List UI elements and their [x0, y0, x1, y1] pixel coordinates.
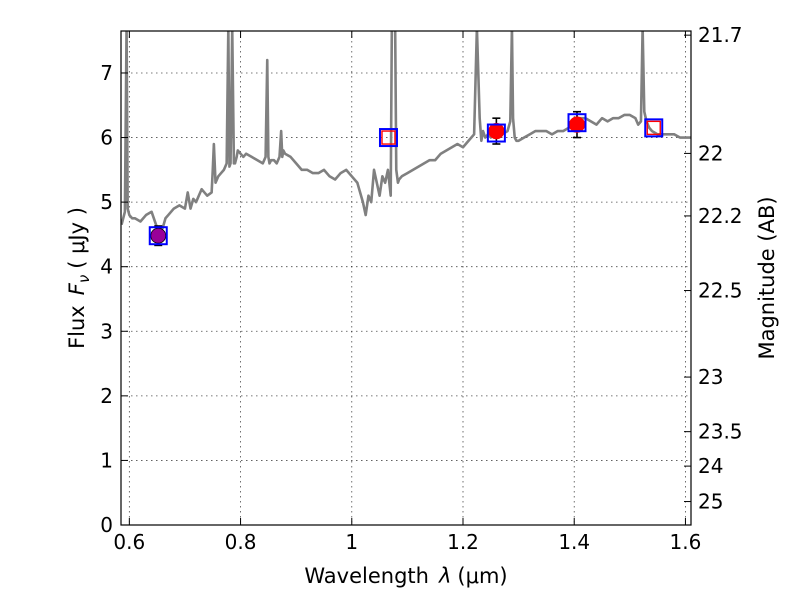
- x-tick-label: 1.6: [670, 530, 702, 554]
- mag-tick-label: 21.7: [698, 23, 743, 47]
- mag-tick-label: 23.5: [698, 420, 743, 444]
- y-axis-label-text: Flux: [65, 305, 89, 349]
- x-tick-label: 1.2: [447, 530, 479, 554]
- x-tick-label: 0.8: [225, 530, 257, 554]
- model-point-marker: [644, 118, 664, 138]
- upper-limit-marker: [381, 130, 396, 145]
- y2-axis-label: Magnitude (AB): [755, 196, 779, 359]
- mag-tick-label: 24: [698, 454, 723, 478]
- x-tick-label: 1.4: [558, 530, 590, 554]
- y-tick-label: 4: [100, 255, 113, 279]
- model-point-marker: [567, 113, 587, 133]
- x-axis-label: Wavelength λ (μm): [304, 564, 507, 588]
- y-tick-label: 7: [100, 61, 113, 85]
- y-tick-label: 6: [100, 126, 113, 150]
- plot-area: [121, 31, 691, 247]
- mag-tick-label: 25: [698, 490, 723, 514]
- mag-tick-label: 22.2: [698, 204, 743, 228]
- y-tick-label: 0: [100, 513, 113, 537]
- model-point-marker: [378, 128, 398, 148]
- x-axis-label-lambda: λ: [438, 564, 451, 588]
- upper-limit-marker: [646, 120, 661, 136]
- plot-frame: [120, 30, 692, 526]
- x-axis-label-text: Wavelength: [304, 564, 429, 588]
- mag-tick-label: 23: [698, 365, 723, 389]
- model-point-marker: [486, 123, 506, 143]
- grid-layer: [121, 31, 691, 526]
- y-axis-label-symbol: F: [65, 282, 89, 295]
- x-axis-label-unit: (μm): [457, 564, 507, 588]
- y-tick-label: 3: [100, 319, 113, 343]
- x-tick-label: 1: [345, 530, 358, 554]
- tick-layer: 0.6 0.8 1 1.2 1.4 1.60123456721.72222.222.523…: [100, 23, 742, 554]
- optical-point-marker: [150, 227, 167, 244]
- mag-tick-label: 22: [698, 141, 723, 165]
- y-tick-label: 1: [100, 448, 113, 472]
- y-tick-label: 2: [100, 384, 113, 408]
- y-axis-label-unit: ( μJy ): [65, 207, 89, 269]
- model-point-marker: [148, 226, 168, 246]
- mag-tick-label: 22.5: [698, 279, 743, 303]
- y-axis-label-subscript: ν: [75, 275, 93, 283]
- y-axis-label: Flux Fν ( μJy ): [65, 207, 93, 349]
- y-tick-label: 5: [100, 190, 113, 214]
- x-tick-label: 0.6: [113, 530, 145, 554]
